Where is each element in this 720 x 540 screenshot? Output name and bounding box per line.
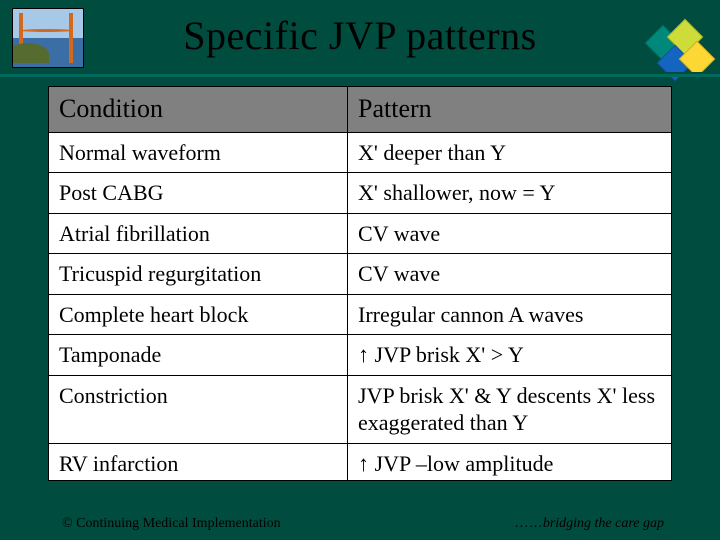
cell-condition: Atrial fibrillation <box>49 213 348 254</box>
cell-pattern: X' shallower, now = Y <box>348 173 672 214</box>
cell-pattern: ↑ JVP brisk X' > Y <box>348 335 672 376</box>
cell-condition: Constriction <box>49 375 348 443</box>
cell-pattern: X' deeper than Y <box>348 132 672 173</box>
jvp-table: Condition Pattern Normal waveform X' dee… <box>48 86 672 481</box>
table-row: Constriction JVP brisk X' & Y descents X… <box>49 375 672 443</box>
tagline-text: bridging the care gap <box>543 516 664 531</box>
cell-condition: Complete heart block <box>49 294 348 335</box>
table-row: Post CABG X' shallower, now = Y <box>49 173 672 214</box>
cell-condition: Tamponade <box>49 335 348 376</box>
col-header-pattern: Pattern <box>348 87 672 133</box>
copyright-text: © Continuing Medical Implementation <box>62 516 281 532</box>
table-row: RV infarction ↑ JVP –low amplitude <box>49 443 672 481</box>
cell-condition: Tricuspid regurgitation <box>49 254 348 295</box>
cell-pattern: JVP brisk X' & Y descents X' less exagge… <box>348 375 672 443</box>
tagline-dots: …... <box>514 516 543 531</box>
cell-pattern: CV wave <box>348 254 672 295</box>
cell-pattern: Irregular cannon A waves <box>348 294 672 335</box>
cell-condition: Normal waveform <box>49 132 348 173</box>
cell-condition: RV infarction <box>49 443 348 481</box>
cell-pattern: ↑ JVP –low amplitude <box>348 443 672 481</box>
cell-condition: Post CABG <box>49 173 348 214</box>
table-row: Tricuspid regurgitation CV wave <box>49 254 672 295</box>
cell-pattern: CV wave <box>348 213 672 254</box>
col-header-condition: Condition <box>49 87 348 133</box>
tagline: …...bridging the care gap <box>514 516 664 532</box>
table-row: Tamponade ↑ JVP brisk X' > Y <box>49 335 672 376</box>
table-row: Atrial fibrillation CV wave <box>49 213 672 254</box>
table-row: Complete heart block Irregular cannon A … <box>49 294 672 335</box>
table-row: Normal waveform X' deeper than Y <box>49 132 672 173</box>
slide-title: Specific JVP patterns <box>0 12 720 59</box>
title-underline <box>0 72 720 77</box>
